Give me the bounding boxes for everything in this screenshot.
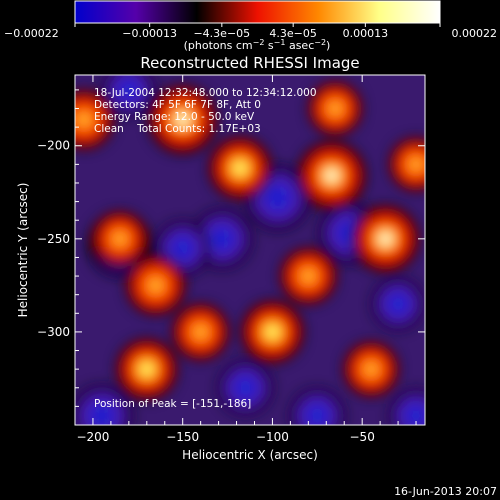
footer-date: 16-Jun-2013 20:07 — [394, 485, 497, 498]
heatmap-source — [331, 104, 340, 113]
info-line-detectors: Detectors: 4F 5F 6F 7F 8F, Att 0 — [94, 99, 261, 111]
y-tick-label: −250 — [37, 232, 70, 246]
colorbar-tick-label: −4.3e−05 — [193, 27, 250, 40]
plot-frame — [74, 74, 426, 426]
x-axis-ticks: −200 −150 −100 −50 — [74, 75, 417, 444]
heatmap-source — [367, 365, 376, 374]
y-axis-ticks: −200 −250 −300 — [37, 89, 425, 426]
heatmap-source — [79, 115, 89, 125]
info-line-time: 18-Jul-2004 12:32:48.000 to 12:34:12.000 — [94, 87, 317, 99]
heatmap-image — [75, 75, 425, 425]
info-line-counts: Clean Total Counts: 1.17E+03 — [94, 123, 261, 135]
colorbar-tick-label: 0.00022 — [452, 27, 498, 40]
x-axis-label: Heliocentric X (arcsec) — [182, 448, 318, 462]
heatmap-source — [326, 170, 337, 181]
heatmap-source — [151, 280, 161, 290]
heatmap-source — [394, 300, 402, 308]
heatmap-source — [115, 234, 124, 243]
heatmap-source — [142, 364, 152, 374]
colorbar-tick-label: 4.3e−05 — [269, 27, 316, 40]
heatmap-source — [273, 193, 283, 203]
info-block: 18-Jul-2004 12:32:48.000 to 12:34:12.000… — [94, 87, 317, 135]
y-axis-label: Heliocentric Y (arcsec) — [16, 183, 30, 318]
colorbar-unit-label: (photons cm−2 s−1 asec−2) — [184, 38, 331, 52]
info-line-energy: Energy Range: 12.0 - 50.0 keV — [94, 111, 255, 123]
colorbar-tick-label: −0.00013 — [122, 27, 177, 40]
heatmap-source — [196, 327, 205, 337]
heatmap-source — [125, 86, 133, 94]
chart-title: Reconstructed RHESSI Image — [140, 54, 359, 72]
heatmap-source — [241, 383, 250, 392]
x-tick-label: −100 — [256, 430, 289, 444]
y-tick-label: −200 — [37, 139, 70, 153]
heatmap-source — [97, 411, 107, 421]
colorbar-tick-label: −0.00022 — [4, 27, 59, 40]
peak-label: Position of Peak = [-151,-186] — [94, 398, 251, 410]
heatmap-source — [267, 327, 278, 337]
colorbar-frame — [74, 0, 441, 24]
heatmap-source — [412, 411, 420, 420]
heatmap-source — [313, 411, 322, 420]
heatmap-source — [235, 163, 245, 173]
heatmap-source — [217, 234, 227, 244]
heatmap-source — [178, 244, 187, 253]
x-tick-label: −200 — [76, 430, 109, 444]
heatmap-source — [380, 233, 391, 244]
colorbar-ticks: −0.00022 −0.00013 −4.3e−05 4.3e−05 0.00013 0.… — [4, 23, 497, 40]
heatmap-source — [304, 271, 313, 281]
colorbar-tick-label: 0.00013 — [343, 27, 389, 40]
x-tick-label: −150 — [166, 430, 199, 444]
heatmap-source — [412, 160, 420, 169]
colorbar — [75, 1, 440, 23]
y-tick-label: −300 — [37, 325, 70, 339]
x-tick-label: −50 — [350, 430, 375, 444]
heatmap-source — [177, 114, 188, 125]
